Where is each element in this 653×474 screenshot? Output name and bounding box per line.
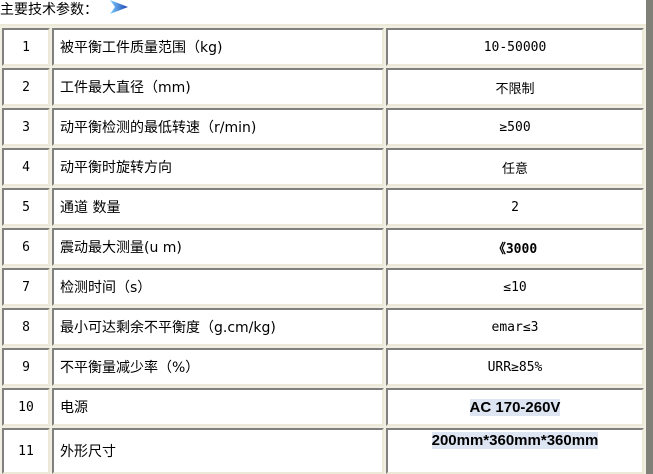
- table-row: 2 工件最大直径（mm) 不限制: [2, 68, 644, 106]
- parameter-value: 200mm*360mm*360mm: [431, 432, 599, 449]
- parameter-name: 工件最大直径（mm): [52, 68, 384, 106]
- parameter-name: 动平衡时旋转方向: [52, 148, 384, 186]
- parameter-name: 被平衡工件质量范围（kg): [52, 28, 384, 66]
- parameter-value-cell: AC 170-260V: [386, 388, 644, 426]
- parameter-value: emar≤3: [386, 308, 644, 346]
- parameter-value: 不限制: [386, 68, 644, 106]
- parameter-value-cell: 200mm*360mm*360mm: [386, 428, 644, 474]
- row-number: 4: [2, 148, 50, 186]
- row-number: 1: [2, 28, 50, 66]
- parameter-name: 电源: [52, 388, 384, 426]
- row-number: 7: [2, 268, 50, 306]
- row-number: 8: [2, 308, 50, 346]
- section-heading: 主要技术参数：: [0, 0, 128, 22]
- parameter-name: 震动最大测量(u m): [52, 228, 384, 266]
- parameters-table: 1 被平衡工件质量范围（kg) 10-50000 2 工件最大直径（mm) 不限制 3 动平衡…: [0, 24, 646, 474]
- row-number: 6: [2, 228, 50, 266]
- parameter-value: 10-50000: [386, 28, 644, 66]
- row-number: 9: [2, 348, 50, 386]
- table-row: 3 动平衡检测的最低转速（r/min) ≥500: [2, 108, 644, 146]
- parameter-value: 2: [386, 188, 644, 226]
- row-number: 10: [2, 388, 50, 426]
- parameter-name: 通道 数量: [52, 188, 384, 226]
- table-row: 8 最小可达剩余不平衡度（g.cm/kg) emar≤3: [2, 308, 644, 346]
- parameter-name: 检测时间（s）: [52, 268, 384, 306]
- table-row: 7 检测时间（s） ≤10: [2, 268, 644, 306]
- parameter-name: 外形尺寸: [52, 428, 384, 474]
- parameter-value: ≥500: [386, 108, 644, 146]
- table-row: 9 不平衡量减少率（%） URR≥85%: [2, 348, 644, 386]
- row-number: 5: [2, 188, 50, 226]
- table-row: 10 电源 AC 170-260V: [2, 388, 644, 426]
- row-number: 2: [2, 68, 50, 106]
- row-number: 3: [2, 108, 50, 146]
- table-row: 4 动平衡时旋转方向 任意: [2, 148, 644, 186]
- parameter-value: ≤10: [386, 268, 644, 306]
- parameter-value: URR≥85%: [386, 348, 644, 386]
- table-row: 5 通道 数量 2: [2, 188, 644, 226]
- right-border: [646, 0, 653, 474]
- parameter-name: 不平衡量减少率（%）: [52, 348, 384, 386]
- table-row: 1 被平衡工件质量范围（kg) 10-50000: [2, 28, 644, 66]
- table-row: 11 外形尺寸 200mm*360mm*360mm: [2, 428, 644, 474]
- parameter-name: 最小可达剩余不平衡度（g.cm/kg): [52, 308, 384, 346]
- blue-arrow-icon: [110, 0, 128, 20]
- parameter-value: 任意: [386, 148, 644, 186]
- heading-text: 主要技术参数：: [0, 2, 98, 18]
- table-row: 6 震动最大测量(u m) 《3000: [2, 228, 644, 266]
- parameter-name: 动平衡检测的最低转速（r/min): [52, 108, 384, 146]
- row-number: 11: [2, 428, 50, 474]
- parameter-value: 《3000: [386, 228, 644, 266]
- parameter-value: AC 170-260V: [469, 398, 561, 416]
